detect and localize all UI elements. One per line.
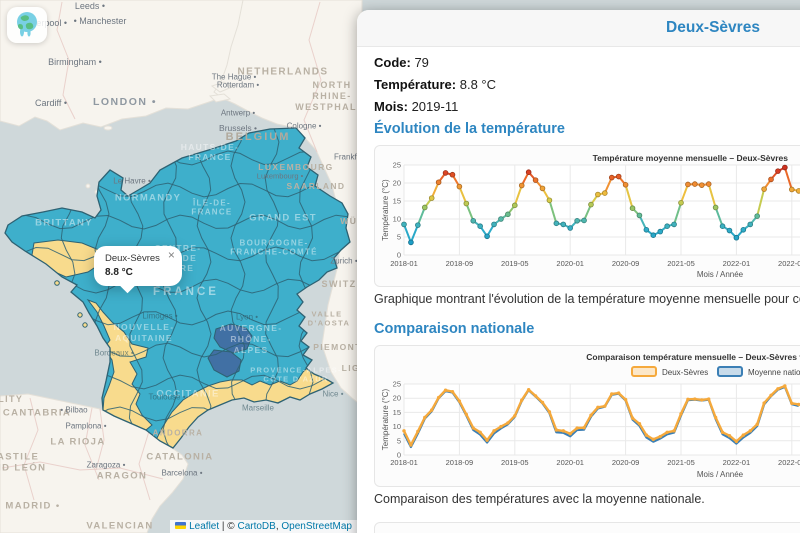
svg-text:2018-01: 2018-01 [390, 458, 418, 467]
popup-department-name: Deux-Sèvres [105, 253, 160, 264]
svg-text:2021-05: 2021-05 [667, 259, 695, 268]
svg-text:Deux-Sèvres: Deux-Sèvres [662, 368, 708, 377]
openstreetmap-link[interactable]: OpenStreetMap [281, 521, 352, 532]
svg-text:2022-09: 2022-09 [778, 259, 800, 268]
panel-title: Deux-Sèvres [666, 19, 760, 36]
evolution-chart-card: 0 5 10 15 20 25 2018-01 2018-09 2019-05 2020-01 20… [374, 145, 800, 287]
svg-text:5: 5 [397, 233, 401, 242]
zeeland-island [208, 93, 232, 103]
details-panel: Deux-Sèvres Code: 79 Température: 8.8 °C M… [357, 10, 800, 533]
continent-landmass [213, 0, 363, 408]
svg-text:2018-01: 2018-01 [390, 259, 418, 268]
svg-text:2019-05: 2019-05 [501, 259, 529, 268]
svg-text:2020-01: 2020-01 [556, 259, 584, 268]
ukraine-flag-icon [175, 522, 187, 529]
svg-text:2021-05: 2021-05 [667, 458, 695, 467]
svg-text:10: 10 [393, 215, 401, 224]
svg-text:0: 0 [397, 451, 401, 460]
section-heading-comparison: Comparaison nationale [374, 321, 535, 337]
svg-text:20: 20 [393, 179, 401, 188]
attribution-separator: | © [219, 521, 238, 532]
detail-row: Mois: 2019-11 [374, 99, 459, 114]
melting-globe-icon [17, 12, 37, 37]
svg-text:2022-01: 2022-01 [723, 458, 751, 467]
svg-text:0: 0 [397, 251, 401, 260]
detail-row: Code: 79 [374, 55, 429, 70]
cartodb-link[interactable]: CartoDB [237, 521, 276, 532]
app-logo [7, 7, 47, 43]
svg-text:Température (°C): Température (°C) [381, 179, 390, 241]
svg-text:2020-09: 2020-09 [612, 458, 640, 467]
temperature-evolution-chart: 0 5 10 15 20 25 2018-01 2018-09 2019-05 2020-01 20… [381, 153, 800, 279]
svg-text:15: 15 [393, 197, 401, 206]
svg-text:Mois / Année: Mois / Année [697, 270, 744, 279]
detail-row: Température: 8.8 °C [374, 77, 497, 92]
department-details: Code: 79 Température: 8.8 °C Mois: 2019-11 [374, 55, 800, 114]
section-heading-evolution: Évolution de la température [374, 121, 565, 137]
svg-text:25: 25 [393, 380, 401, 389]
svg-text:Température (°C): Température (°C) [381, 388, 390, 450]
national-comparison-chart: 0 5 10 15 20 25 2018-01 2018-09 2019-05 2020-01 20… [381, 352, 800, 479]
svg-text:Moyenne nationale: Moyenne nationale [748, 368, 800, 377]
france-outline [4, 127, 351, 449]
svg-text:10: 10 [393, 422, 401, 431]
panel-body: Code: 79 Température: 8.8 °C Mois: 2019-11… [357, 47, 800, 533]
island-oleron [82, 322, 88, 328]
svg-text:2018-09: 2018-09 [446, 259, 474, 268]
comparison-chart-card: 0 5 10 15 20 25 2018-01 2018-09 2019-05 2020-01 20… [374, 345, 800, 487]
dept-cool-1 [213, 323, 253, 354]
panel-header: Deux-Sèvres [357, 10, 800, 47]
isle-of-wight [103, 125, 113, 131]
svg-text:Température moyenne mensuelle: Température moyenne mensuelle – Deux-Sèv… [593, 153, 789, 163]
leaflet-link[interactable]: Leaflet [189, 521, 220, 532]
evolution-chart-caption: Graphique montrant l'évolution de la tem… [374, 292, 800, 306]
popup-temperature-value: 8.8 °C [105, 267, 133, 278]
comparison-chart-caption: Comparaison des températures avec la moy… [374, 492, 705, 506]
svg-text:2020-09: 2020-09 [612, 259, 640, 268]
dept-cool-2 [207, 349, 242, 378]
svg-text:2018-09: 2018-09 [446, 458, 474, 467]
svg-text:20: 20 [393, 394, 401, 403]
popup-close-icon[interactable]: × [167, 248, 175, 262]
svg-text:2020-01: 2020-01 [556, 458, 584, 467]
next-section-card [374, 522, 800, 533]
svg-text:2022-01: 2022-01 [723, 259, 751, 268]
svg-text:25: 25 [393, 161, 401, 170]
zeeland-island [210, 81, 234, 93]
svg-text:2019-05: 2019-05 [501, 458, 529, 467]
map-attribution: Leaflet | © CartoDB, OpenStreetMap [170, 520, 357, 533]
admin-borders [1, 1, 322, 501]
svg-text:5: 5 [397, 436, 401, 445]
island-re [77, 312, 83, 318]
svg-text:15: 15 [393, 408, 401, 417]
svg-text:2022-09: 2022-09 [778, 458, 800, 467]
svg-text:Comparaison température mensue: Comparaison température mensuelle – Deux… [586, 352, 800, 362]
attribution-comma: , [275, 521, 282, 532]
svg-text:Mois / Année: Mois / Année [697, 470, 744, 479]
map-popup: × Deux-Sèvres 8.8 °C [94, 246, 182, 294]
island-belle-ile [54, 280, 60, 286]
channel-island [85, 183, 91, 189]
